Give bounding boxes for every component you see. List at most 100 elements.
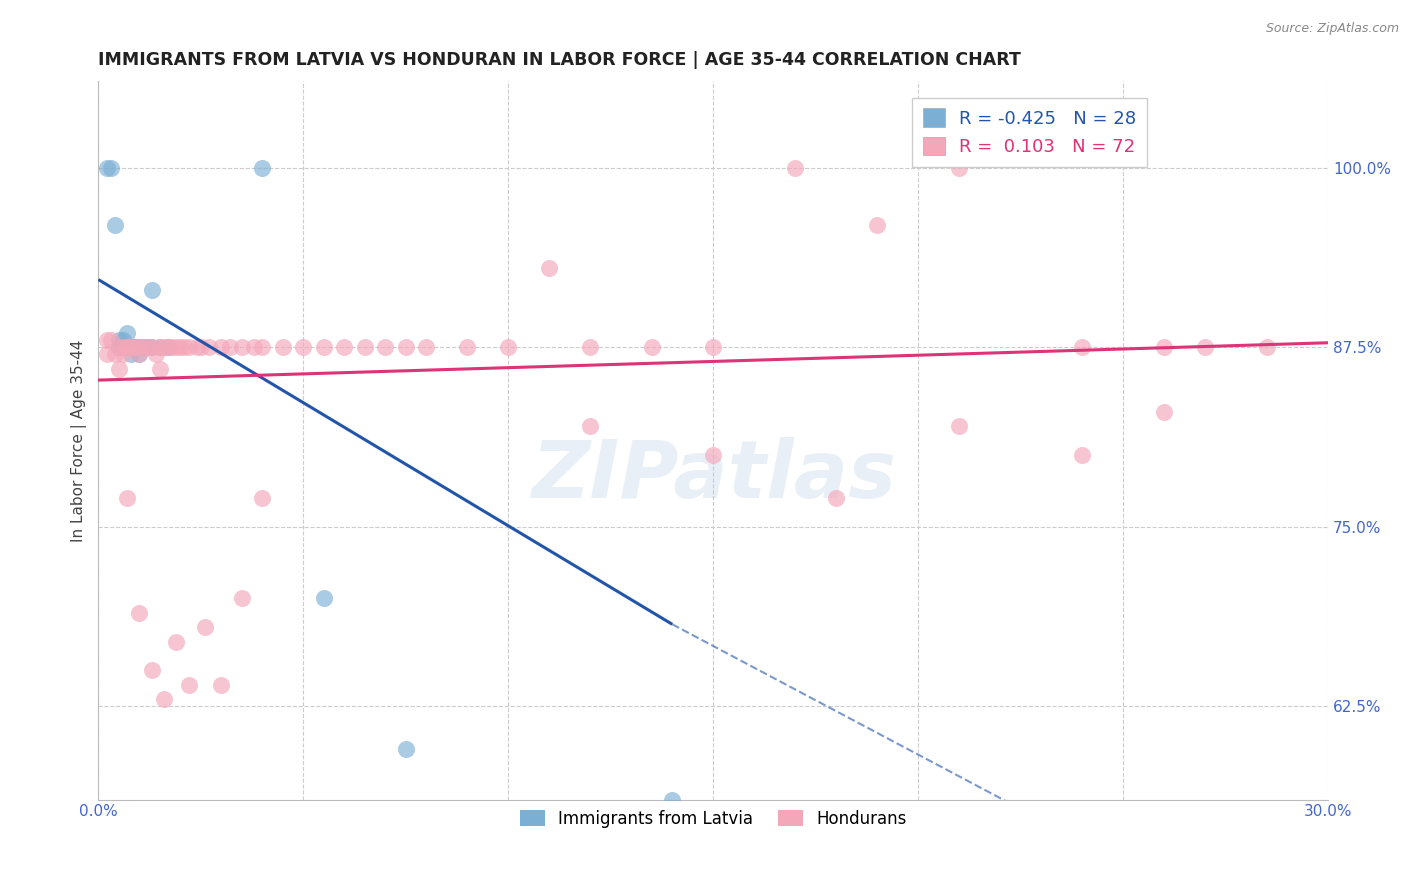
Point xyxy=(231,591,253,606)
Point xyxy=(141,663,163,677)
Point xyxy=(128,347,150,361)
Point xyxy=(866,218,889,232)
Point xyxy=(149,361,172,376)
Point xyxy=(115,340,138,354)
Point xyxy=(538,261,561,276)
Point xyxy=(173,340,195,354)
Point xyxy=(292,340,315,354)
Point xyxy=(100,333,122,347)
Point xyxy=(100,161,122,175)
Point xyxy=(333,340,356,354)
Point xyxy=(198,340,221,354)
Point xyxy=(165,340,187,354)
Y-axis label: In Labor Force | Age 35-44: In Labor Force | Age 35-44 xyxy=(72,339,87,541)
Point xyxy=(186,340,208,354)
Point xyxy=(141,340,163,354)
Point xyxy=(165,634,187,648)
Point xyxy=(104,347,127,361)
Point xyxy=(128,340,150,354)
Point xyxy=(115,340,138,354)
Point xyxy=(194,620,217,634)
Point xyxy=(136,340,159,354)
Point xyxy=(190,340,212,354)
Point xyxy=(312,340,335,354)
Point xyxy=(108,340,131,354)
Point xyxy=(231,340,253,354)
Point xyxy=(128,340,150,354)
Point xyxy=(579,419,602,434)
Point xyxy=(177,678,200,692)
Point xyxy=(108,333,131,347)
Point xyxy=(641,340,664,354)
Text: Source: ZipAtlas.com: Source: ZipAtlas.com xyxy=(1265,22,1399,36)
Point xyxy=(120,340,142,354)
Point xyxy=(1153,340,1175,354)
Point xyxy=(141,340,163,354)
Point xyxy=(353,340,375,354)
Point xyxy=(395,340,418,354)
Point xyxy=(111,340,134,354)
Point xyxy=(243,340,266,354)
Point xyxy=(702,448,724,462)
Point xyxy=(111,347,134,361)
Point xyxy=(153,692,176,706)
Point xyxy=(108,340,131,354)
Point xyxy=(415,340,437,354)
Point xyxy=(456,340,478,354)
Legend: Immigrants from Latvia, Hondurans: Immigrants from Latvia, Hondurans xyxy=(513,803,914,834)
Point xyxy=(579,340,602,354)
Point xyxy=(145,347,167,361)
Point xyxy=(149,340,172,354)
Point xyxy=(271,340,294,354)
Point xyxy=(1071,340,1094,354)
Point xyxy=(132,340,155,354)
Point xyxy=(136,340,159,354)
Point xyxy=(128,347,150,361)
Point xyxy=(177,340,200,354)
Point xyxy=(115,340,138,354)
Point xyxy=(252,491,274,505)
Point xyxy=(115,340,138,354)
Point xyxy=(252,340,274,354)
Point xyxy=(702,340,724,354)
Point xyxy=(498,340,520,354)
Point xyxy=(149,340,172,354)
Point xyxy=(160,340,183,354)
Point xyxy=(153,340,176,354)
Point xyxy=(948,161,970,175)
Point xyxy=(1071,448,1094,462)
Point xyxy=(218,340,240,354)
Point xyxy=(252,161,274,175)
Point xyxy=(111,340,134,354)
Point xyxy=(825,491,848,505)
Point xyxy=(785,161,807,175)
Point xyxy=(96,161,118,175)
Point xyxy=(108,361,131,376)
Point xyxy=(115,326,138,340)
Point xyxy=(124,340,146,354)
Point xyxy=(96,347,118,361)
Point xyxy=(96,333,118,347)
Point xyxy=(128,606,150,620)
Point xyxy=(124,340,146,354)
Point xyxy=(104,218,127,232)
Point xyxy=(209,340,232,354)
Point xyxy=(115,491,138,505)
Point xyxy=(111,333,134,347)
Point xyxy=(124,340,146,354)
Point xyxy=(169,340,191,354)
Point xyxy=(948,419,970,434)
Point xyxy=(120,340,142,354)
Text: IMMIGRANTS FROM LATVIA VS HONDURAN IN LABOR FORCE | AGE 35-44 CORRELATION CHART: IMMIGRANTS FROM LATVIA VS HONDURAN IN LA… xyxy=(98,51,1021,69)
Point xyxy=(157,340,180,354)
Point xyxy=(395,742,418,756)
Point xyxy=(661,792,683,806)
Point xyxy=(1153,405,1175,419)
Point xyxy=(120,347,142,361)
Point xyxy=(111,340,134,354)
Point xyxy=(141,283,163,297)
Point xyxy=(108,340,131,354)
Point xyxy=(1194,340,1216,354)
Point xyxy=(132,340,155,354)
Text: ZIPatlas: ZIPatlas xyxy=(530,437,896,516)
